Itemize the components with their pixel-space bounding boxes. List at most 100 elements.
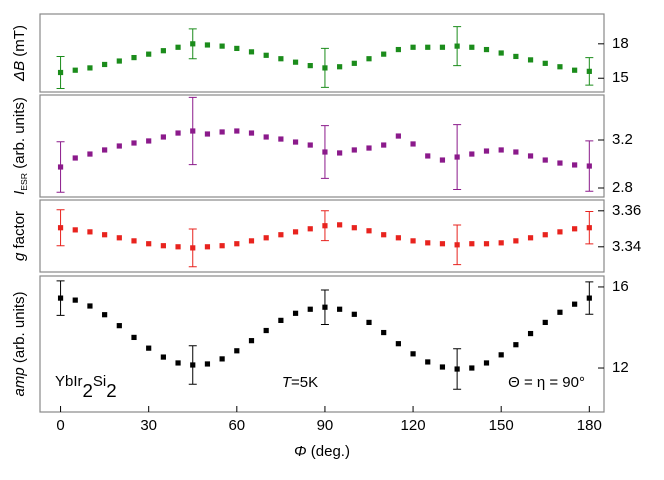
data-point xyxy=(102,232,108,238)
data-point xyxy=(278,56,284,62)
data-point xyxy=(204,244,211,250)
data-point xyxy=(292,139,299,145)
panel-frame xyxy=(39,199,605,273)
data-point xyxy=(190,128,196,134)
data-point xyxy=(337,150,343,156)
y-axis-label: g factor xyxy=(11,211,28,261)
data-point xyxy=(248,338,255,344)
data-point xyxy=(542,319,548,326)
y-axis-label-part: (arb. units) xyxy=(11,291,28,367)
data-point xyxy=(263,52,269,58)
data-point xyxy=(425,240,431,246)
data-point xyxy=(234,348,240,354)
data-point xyxy=(469,151,475,157)
data-point xyxy=(351,60,357,66)
data-point xyxy=(116,235,122,241)
data-point xyxy=(410,141,416,147)
data-point xyxy=(204,42,211,48)
data-point xyxy=(557,229,563,235)
data-point xyxy=(366,228,372,234)
data-point xyxy=(322,223,328,229)
data-point xyxy=(586,295,592,301)
data-point xyxy=(381,232,387,238)
data-point xyxy=(439,157,446,163)
y-tick-label: 18 xyxy=(612,35,629,52)
y-tick-label: 16 xyxy=(612,278,629,295)
data-point xyxy=(278,232,284,238)
data-point xyxy=(513,342,519,348)
data-point xyxy=(307,63,313,69)
data-point xyxy=(131,334,137,341)
data-point xyxy=(366,145,372,151)
data-point xyxy=(542,60,548,66)
data-point xyxy=(351,147,357,153)
data-point xyxy=(175,244,181,250)
data-point xyxy=(160,48,166,54)
data-point xyxy=(454,154,460,160)
y-tick-label: 2.8 xyxy=(612,179,633,196)
data-point xyxy=(381,329,387,336)
data-point xyxy=(248,130,255,136)
data-point xyxy=(278,136,284,142)
data-point xyxy=(131,54,137,61)
annotation: Θ = η = 90° xyxy=(508,374,585,391)
data-point xyxy=(292,59,299,65)
data-point xyxy=(160,354,166,360)
data-point xyxy=(410,44,416,50)
data-point xyxy=(439,364,446,370)
y-axis-label: amp (arb. units) xyxy=(11,291,28,396)
data-point xyxy=(57,295,64,301)
data-point xyxy=(425,153,431,159)
data-point xyxy=(219,243,225,249)
data-point xyxy=(337,64,343,70)
data-point xyxy=(439,44,446,50)
data-point xyxy=(557,64,563,70)
data-point xyxy=(292,229,299,235)
data-point xyxy=(395,341,401,347)
data-point xyxy=(219,43,225,49)
data-point xyxy=(498,352,504,358)
data-point xyxy=(219,129,225,135)
x-axis-label: Φ (deg.) xyxy=(294,443,350,460)
data-point xyxy=(292,310,299,316)
data-point xyxy=(483,148,490,154)
data-point xyxy=(527,330,534,337)
x-tick-label: 90 xyxy=(317,417,334,434)
data-point xyxy=(146,138,152,144)
data-point xyxy=(395,46,401,53)
data-point xyxy=(381,51,387,57)
data-point xyxy=(87,303,93,309)
x-tick-label: 120 xyxy=(401,417,426,434)
data-point xyxy=(322,65,328,71)
data-point xyxy=(307,142,313,148)
y-axis-label-part: I xyxy=(11,191,28,195)
annotation-part: T xyxy=(282,374,293,391)
data-point xyxy=(557,160,563,166)
data-point xyxy=(57,164,64,170)
data-point xyxy=(307,306,313,312)
y-axis-label-part: factor xyxy=(11,211,28,253)
data-point xyxy=(190,41,196,47)
data-point xyxy=(425,359,431,365)
data-point xyxy=(234,128,240,134)
panel-frame xyxy=(39,275,605,413)
data-point xyxy=(72,155,78,161)
data-point xyxy=(190,245,196,251)
data-point xyxy=(586,225,592,231)
data-point xyxy=(395,133,401,139)
data-point xyxy=(175,44,181,50)
data-point xyxy=(572,226,578,232)
data-point xyxy=(116,323,122,329)
data-point xyxy=(219,356,225,362)
data-point xyxy=(513,238,519,244)
y-axis-label-part: g xyxy=(11,252,28,261)
annotation: T=5K xyxy=(282,374,318,391)
x-tick-label: 150 xyxy=(489,417,514,434)
y-tick-label: 3.34 xyxy=(612,238,641,255)
annotation-part: YbIr xyxy=(55,373,83,390)
data-point xyxy=(160,134,166,140)
data-point xyxy=(469,44,475,50)
data-point xyxy=(263,134,269,140)
data-point xyxy=(322,304,328,310)
data-point xyxy=(337,222,343,228)
